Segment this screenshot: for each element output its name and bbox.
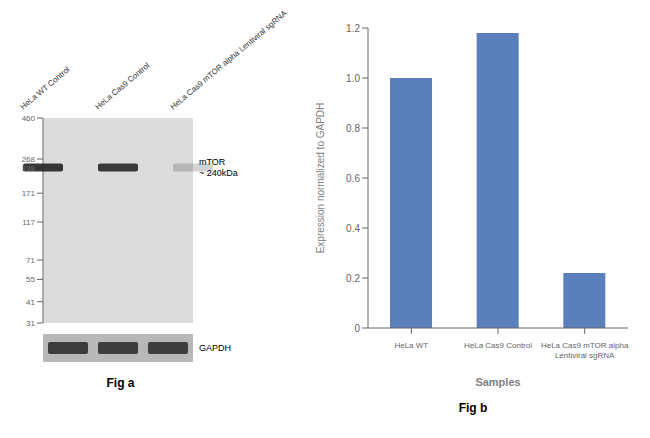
svg-text:0: 0: [354, 323, 360, 334]
svg-text:71: 71: [26, 256, 35, 265]
svg-text:HeLa Cas9 Control: HeLa Cas9 Control: [464, 341, 532, 350]
html-text:GAPDH: GAPDH: [199, 343, 231, 353]
svg-text:0.8: 0.8: [346, 123, 360, 134]
html-text:mTOR: mTOR: [199, 157, 226, 168]
svg-text:117: 117: [22, 218, 35, 227]
svg-text:171: 171: [22, 189, 36, 198]
html-text:Fig b: Fig b: [458, 401, 488, 415]
svg-text:HeLa WT Control: HeLa WT Control: [19, 65, 72, 112]
svg-text:0.6: 0.6: [346, 173, 360, 184]
svg-text:HeLa Cas9 mTOR alpha Lentivira: HeLa Cas9 mTOR alpha Lentiviral sgRNA: [169, 8, 290, 111]
svg-text:0.4: 0.4: [346, 223, 360, 234]
svg-text:Expression normalized to GAPDH: Expression normalized to GAPDH: [315, 103, 326, 254]
html-text:Fig a: Fig a: [106, 376, 135, 390]
svg-text:238: 238: [22, 164, 36, 173]
svg-text:1.2: 1.2: [346, 23, 360, 34]
svg-text:HeLa Cas9 mTOR alphaLentiviral: HeLa Cas9 mTOR alphaLentiviral sgRNA: [541, 341, 629, 360]
html-text:~ 240kDa: ~ 240kDa: [199, 168, 238, 179]
svg-text:HeLa WT: HeLa WT: [394, 341, 428, 350]
svg-text:1.0: 1.0: [346, 73, 360, 84]
svg-text:268: 268: [22, 155, 36, 164]
svg-text:HeLa Cas9 Control: HeLa Cas9 Control: [94, 61, 152, 112]
svg-text:31: 31: [26, 319, 35, 328]
svg-text:460: 460: [22, 114, 36, 123]
svg-text:55: 55: [26, 275, 35, 284]
svg-text:Samples: Samples: [475, 376, 520, 388]
svg-text:0.2: 0.2: [346, 273, 360, 284]
svg-text:41: 41: [26, 298, 35, 307]
